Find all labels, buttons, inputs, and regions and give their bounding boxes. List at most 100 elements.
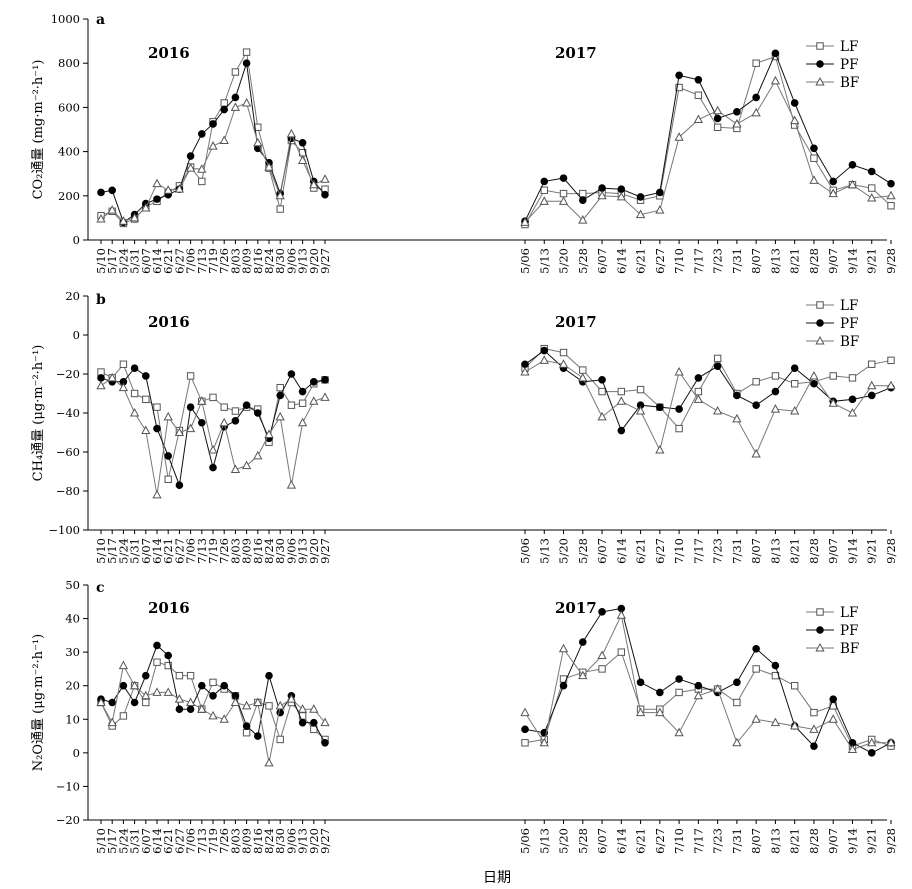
data-point-PF	[130, 364, 139, 372]
data-point-PF	[771, 661, 780, 670]
legend-label: LF	[840, 39, 858, 55]
series-line-PF	[524, 51, 892, 222]
legend-marker-BF	[815, 76, 825, 86]
data-point-BF	[230, 464, 241, 474]
x-tick-label: 9/27	[318, 248, 332, 274]
data-point-PF	[108, 698, 116, 707]
x-tick-label: 5/31	[128, 538, 142, 564]
y-tick-label: 1000	[51, 12, 80, 26]
data-point-LF	[868, 360, 876, 368]
data-point-PF	[636, 678, 645, 687]
data-point-LF	[868, 184, 876, 192]
data-point-BF	[197, 164, 207, 173]
data-point-LF	[752, 665, 760, 673]
x-tick-label: 6/14	[150, 828, 164, 854]
data-point-BF	[163, 185, 173, 194]
series-line-BF	[524, 359, 891, 456]
y-tick-label: 50	[65, 578, 80, 592]
data-point-BF	[539, 196, 549, 205]
x-tick-label: 9/21	[865, 248, 879, 274]
y-tick-label: 30	[65, 645, 80, 659]
data-point-BF	[264, 162, 274, 171]
data-point-PF	[276, 708, 285, 717]
data-point-PF	[790, 364, 799, 372]
data-point-BF	[174, 427, 185, 436]
data-point-PF	[242, 401, 251, 410]
data-point-LF	[220, 99, 228, 107]
data-point-LF	[598, 665, 606, 673]
data-point-LF	[119, 712, 128, 720]
data-point-BF	[655, 707, 665, 717]
x-tick-label: 8/16	[251, 248, 265, 274]
x-tick-label: 6/14	[150, 248, 164, 274]
x-tick-label: 8/09	[240, 538, 254, 564]
data-point-PF	[675, 405, 683, 413]
series-line-PF	[524, 349, 892, 432]
x-tick-label: 7/06	[184, 538, 198, 564]
legend-label: LF	[840, 605, 858, 621]
chart-panel-c: −20 −10 0 10 20 30 40 50 N₂O通量 (μg·m⁻²·h⁻¹) c 2016…	[31, 578, 898, 854]
data-point-PF	[867, 749, 876, 757]
data-point-BF	[320, 717, 330, 727]
x-tick-label: 5/20	[557, 248, 571, 274]
x-tick-label: 8/09	[240, 828, 254, 854]
data-point-BF	[129, 212, 140, 222]
data-point-BF	[230, 102, 241, 111]
data-point-BF	[520, 367, 530, 376]
x-tick-label: 9/14	[845, 828, 859, 854]
data-point-LF	[276, 735, 284, 744]
data-point-PF	[175, 705, 184, 714]
data-point-PF	[521, 725, 529, 734]
data-point-PF	[164, 452, 172, 460]
data-point-LF	[559, 348, 568, 357]
x-tick-label: 9/14	[845, 248, 859, 274]
data-point-BF	[751, 107, 761, 117]
data-point-BF	[96, 380, 106, 390]
y-tick-label: −100	[48, 523, 80, 537]
x-tick-label: 9/06	[284, 538, 298, 564]
data-point-LF	[153, 403, 161, 411]
x-tick-label: 6/14	[614, 828, 628, 854]
legend-marker-LF	[816, 608, 824, 616]
y-tick-label: −60	[56, 445, 80, 459]
y-tick-label: 400	[58, 145, 80, 159]
x-tick-label: 6/27	[653, 538, 667, 564]
data-point-LF	[675, 83, 683, 92]
data-point-BF	[597, 650, 607, 659]
data-point-LF	[119, 360, 128, 368]
data-point-PF	[867, 391, 876, 400]
data-point-LF	[752, 59, 760, 67]
data-point-PF	[598, 184, 606, 192]
data-point-BF	[174, 694, 185, 703]
y-tick-label: 200	[58, 189, 80, 203]
data-point-PF	[810, 742, 818, 750]
x-tick-label: 9/13	[296, 538, 310, 564]
data-point-BF	[286, 128, 297, 138]
y-tick-label: 20	[65, 679, 80, 693]
x-tick-label: 5/06	[518, 828, 532, 854]
data-point-LF	[265, 702, 273, 710]
y-tick-label: 0	[73, 746, 80, 760]
data-point-PF	[231, 93, 240, 102]
data-point-BF	[197, 704, 207, 713]
data-point-LF	[887, 202, 895, 210]
data-point-PF	[867, 167, 876, 176]
data-point-PF	[598, 608, 606, 616]
x-tick-label: 8/21	[788, 248, 802, 274]
x-tick-label: 8/24	[262, 248, 276, 274]
data-point-LF	[733, 698, 741, 707]
x-tick-label: 6/21	[634, 828, 648, 854]
x-tick-label: 7/13	[195, 538, 209, 564]
x-tick-label: 7/31	[730, 538, 744, 564]
data-point-BF	[790, 720, 800, 730]
legend-label: PF	[840, 623, 858, 639]
x-tick-label: 5/24	[116, 538, 130, 564]
data-point-PF	[771, 387, 780, 396]
x-tick-label: 6/14	[614, 538, 628, 564]
data-point-PF	[790, 99, 799, 107]
x-tick-label: 7/19	[206, 248, 220, 274]
data-point-BF	[770, 404, 781, 413]
x-tick-label: 8/03	[228, 538, 242, 564]
x-tick-label: 6/14	[614, 248, 628, 274]
